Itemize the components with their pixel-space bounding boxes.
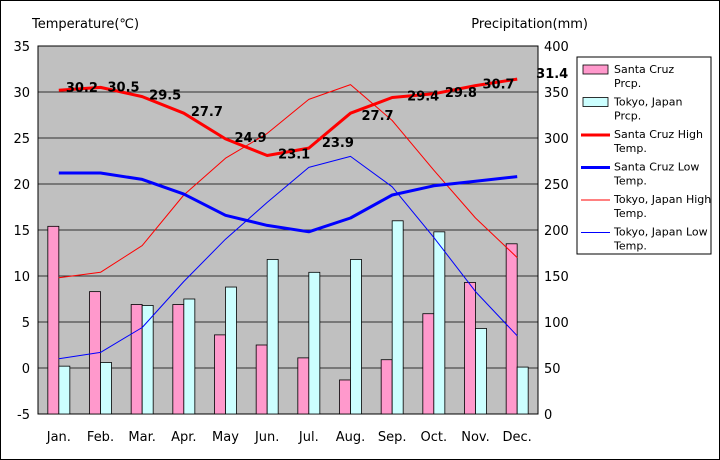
y-left-tick-label: 15 — [13, 224, 30, 239]
data-label: 30.5 — [108, 80, 140, 95]
bar-santa-cruz-prcp — [172, 304, 185, 415]
y-right-tick-label: 0 — [544, 408, 552, 423]
legend-swatch — [582, 64, 609, 75]
data-label: 29.4 — [407, 90, 439, 105]
bar-santa-cruz-prcp — [422, 313, 435, 415]
y-right-tick-label: 200 — [544, 224, 569, 239]
legend-label: Santa Cruz Low Temp. — [613, 161, 699, 188]
bar-tokyo-prcp — [516, 366, 529, 415]
x-tick-label: Jan. — [46, 430, 71, 445]
legend-box — [576, 56, 712, 255]
bar-santa-cruz-prcp — [214, 334, 226, 415]
x-tick-label: Apr. — [171, 430, 196, 445]
y-left-tick-label: 20 — [13, 178, 30, 193]
y-left-tick-label: 25 — [13, 132, 30, 147]
y-left-tick-label: 5 — [22, 316, 30, 331]
bar-santa-cruz-prcp — [505, 243, 518, 415]
data-label: 30.7 — [483, 78, 515, 93]
y-left-tick-label: 10 — [13, 270, 30, 285]
y-right-tick-label: 300 — [544, 132, 569, 147]
y-left-tick-label: 0 — [22, 362, 30, 377]
data-label: 29.8 — [445, 86, 477, 101]
y-left-axis-title: Temperature(℃) — [31, 17, 139, 32]
y-right-axis-title: Precipitation(mm) — [471, 17, 588, 32]
legend-label: Santa Cruz Prcp. — [614, 63, 674, 90]
bar-tokyo-prcp — [308, 271, 321, 415]
data-label: 30.2 — [66, 81, 98, 96]
bar-tokyo-prcp — [433, 231, 446, 415]
x-tick-label: Dec. — [503, 430, 532, 445]
legend-label: Santa Cruz High Temp. — [613, 128, 703, 155]
bar-santa-cruz-prcp — [339, 379, 351, 415]
bar-tokyo-prcp — [58, 365, 71, 415]
legend-swatch — [582, 97, 609, 107]
legend-label: Tokyo, Japan Low Temp. — [613, 226, 708, 253]
line-tokyo-low — [58, 155, 518, 360]
bar-tokyo-prcp — [183, 298, 196, 415]
bar-santa-cruz-prcp — [297, 357, 310, 415]
x-tick-label: Nov. — [461, 430, 490, 445]
x-tick-label: May — [212, 430, 239, 445]
x-tick-label: Jul. — [298, 430, 319, 445]
x-tick-label: Oct. — [421, 430, 448, 445]
bar-santa-cruz-prcp — [464, 282, 476, 415]
x-tick-label: Jun. — [254, 430, 279, 445]
data-label: 23.1 — [278, 147, 310, 162]
y-left-tick-label: 30 — [13, 86, 30, 101]
bar-tokyo-prcp — [475, 328, 487, 415]
y-right-tick-label: 150 — [544, 270, 569, 285]
line-tokyo-high — [58, 84, 518, 279]
bar-santa-cruz-prcp — [255, 344, 268, 415]
data-label: 27.7 — [191, 105, 223, 120]
plot-area: 35 400 30 350 25 300 20 250 15 200 10 150 5 100 0 50 -5 0… — [13, 40, 568, 445]
legend: Santa Cruz Prcp. Tokyo, Japan Prcp. Santa Cr… — [576, 56, 712, 255]
bar-santa-cruz-prcp — [130, 304, 143, 415]
bar-tokyo-prcp — [350, 259, 362, 415]
legend-label: Tokyo, Japan High Temp. — [613, 193, 711, 220]
x-tick-label: Sep. — [378, 430, 407, 445]
y-left-tick-label: -5 — [17, 408, 30, 423]
bar-tokyo-prcp — [391, 220, 404, 415]
bar-santa-cruz-prcp — [47, 225, 60, 415]
x-tick-label: Mar. — [128, 430, 155, 445]
y-right-tick-label: 250 — [544, 178, 569, 193]
data-label: 27.7 — [362, 109, 394, 124]
x-tick-label: Aug. — [336, 430, 366, 445]
y-right-tick-label: 400 — [544, 40, 569, 55]
data-label: 29.5 — [149, 89, 181, 104]
x-tick-label: Feb. — [87, 430, 114, 445]
y-right-tick-label: 50 — [544, 362, 561, 377]
bar-tokyo-prcp — [225, 286, 237, 415]
y-right-tick-label: 350 — [544, 86, 569, 101]
bar-santa-cruz-prcp — [380, 359, 393, 415]
data-label: 31.4 — [536, 67, 568, 82]
data-label: 24.9 — [235, 131, 267, 146]
line-santa-cruz-high — [58, 77, 518, 157]
legend-label: Tokyo, Japan Prcp. — [613, 96, 682, 123]
bar-tokyo-prcp — [100, 362, 112, 415]
data-label: 23.9 — [322, 136, 354, 151]
bar-tokyo-prcp — [266, 259, 279, 415]
y-left-tick-label: 35 — [13, 40, 30, 55]
y-right-tick-label: 100 — [544, 316, 569, 331]
bar-tokyo-prcp — [141, 305, 154, 415]
line-santa-cruz-low — [58, 171, 518, 234]
